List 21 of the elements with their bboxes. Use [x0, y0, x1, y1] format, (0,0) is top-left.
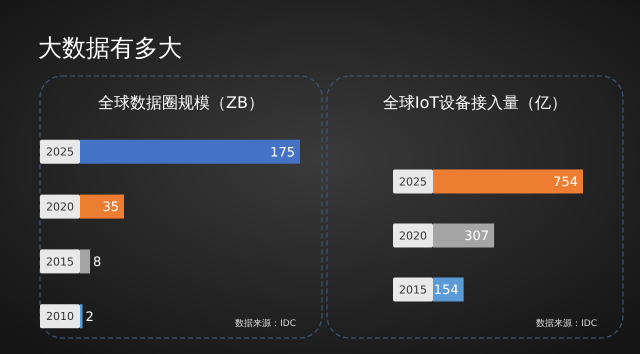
- annotation: 数据来源：IDC: [235, 318, 296, 329]
- y-tick-label: 2025: [399, 175, 427, 188]
- data-label: 175: [270, 145, 295, 160]
- chart-title: 全球IoT设备接入量（亿）: [382, 93, 568, 112]
- data-label: 35: [102, 200, 119, 216]
- y-tick-label: 2020: [46, 200, 74, 214]
- data-label: 307: [464, 229, 490, 244]
- data-label: 754: [553, 175, 578, 190]
- y-tick-label: 2015: [46, 255, 74, 268]
- y-tick-label: 2010: [46, 310, 74, 324]
- data-label: 8: [93, 254, 102, 270]
- bar: [80, 304, 83, 328]
- y-tick-label: 2025: [46, 146, 74, 159]
- y-tick-label: 2020: [399, 229, 427, 242]
- bar: [80, 249, 90, 274]
- text: 大数据有多大: [38, 34, 182, 62]
- source-note: 数据来源：IDC: [536, 318, 597, 329]
- y-tick-label: 2015: [399, 283, 427, 296]
- chart-title: 全球数据圈规模（ZB）: [98, 93, 264, 112]
- data-label: 154: [434, 283, 459, 298]
- data-label: 2: [86, 310, 94, 325]
